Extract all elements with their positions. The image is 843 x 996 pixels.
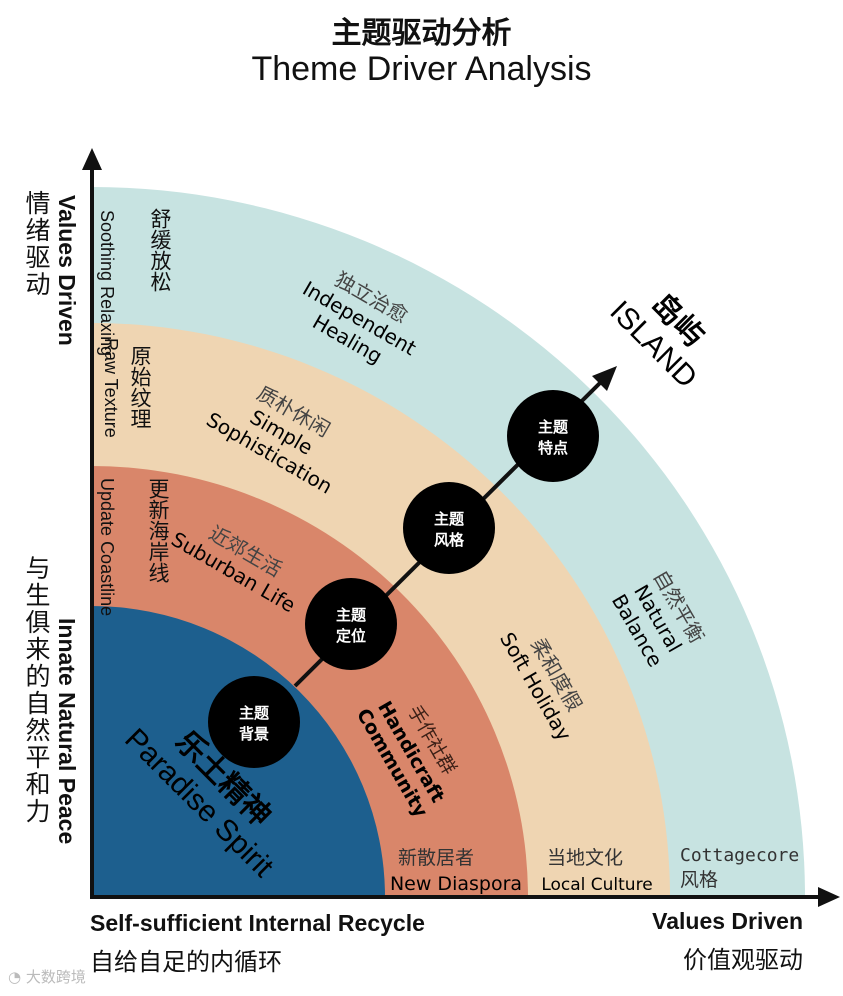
watermark: ◔ 大数跨境	[8, 968, 86, 986]
island-label: 岛屿 ISLAND	[603, 287, 711, 395]
diagram-text: 主题	[239, 704, 270, 722]
label-soothing-cn: 舒缓放松	[148, 208, 172, 292]
theme-node: 主题 特点	[507, 390, 599, 482]
label-soothing-relaxing: Soothing Relaxing	[97, 210, 117, 357]
theme-node: 主题 背景	[208, 676, 300, 768]
theme-node: 主题 风格	[403, 482, 495, 574]
diagram-text: 当地文化	[547, 847, 623, 869]
title-cn: 主题驱动分析	[331, 16, 512, 51]
x-axis-arrowhead	[818, 887, 840, 907]
y-axis-bottom-en: Innate Natural Peace	[54, 618, 80, 845]
theme-node: 主题 定位	[305, 578, 397, 670]
x-axis-left-en: Self-sufficient Internal Recycle	[90, 910, 425, 936]
diagram-text: 新散居者	[398, 847, 474, 869]
y-axis-bottom-cn: 与生俱来的自然平和力	[22, 555, 51, 825]
diagram-text: 定位	[336, 627, 366, 645]
diagram-text: 主题	[538, 418, 569, 436]
label-raw-texture-cn: 原始纹理	[128, 345, 152, 429]
diagram-text: 风格	[434, 531, 465, 549]
diagram-text: 背景	[239, 725, 269, 743]
theme-arrow-head	[592, 366, 617, 391]
x-axis-right-cn: 价值观驱动	[683, 946, 803, 974]
watermark-logo-icon: ◔	[8, 968, 26, 986]
diagram-text: 主题	[336, 606, 367, 624]
label-new-diaspora: 新散居者 New Diaspora	[390, 847, 522, 895]
label-raw-texture: Raw Texture	[101, 338, 121, 438]
x-axis-left-cn: 自给自足的内循环	[90, 948, 282, 976]
diagram-text: 特点	[538, 439, 568, 457]
label-natural-balance: 自然平衡 Natural Balance	[607, 566, 709, 671]
label-cottagecore: Cottagecore 风格	[680, 845, 799, 891]
y-axis-top-cn: 情绪驱动	[22, 190, 51, 298]
title-en: Theme Driver Analysis	[251, 50, 592, 88]
label-update-coastline-cn: 更新海岸线	[146, 478, 170, 583]
label-update-coastline: Update Coastline	[97, 478, 117, 617]
y-axis-top-en: Values Driven	[54, 195, 80, 346]
label-local-culture: 当地文化 Local Culture	[541, 847, 652, 895]
diagram-text: Cottagecore	[680, 845, 799, 866]
diagram-text: 主题	[434, 510, 465, 528]
diagram-text: Local Culture	[541, 875, 652, 895]
diagram-text: New Diaspora	[390, 873, 522, 895]
x-axis-right-en: Values Driven	[652, 908, 803, 934]
diagram-text: 风格	[680, 869, 718, 891]
y-axis-arrowhead	[82, 148, 102, 170]
